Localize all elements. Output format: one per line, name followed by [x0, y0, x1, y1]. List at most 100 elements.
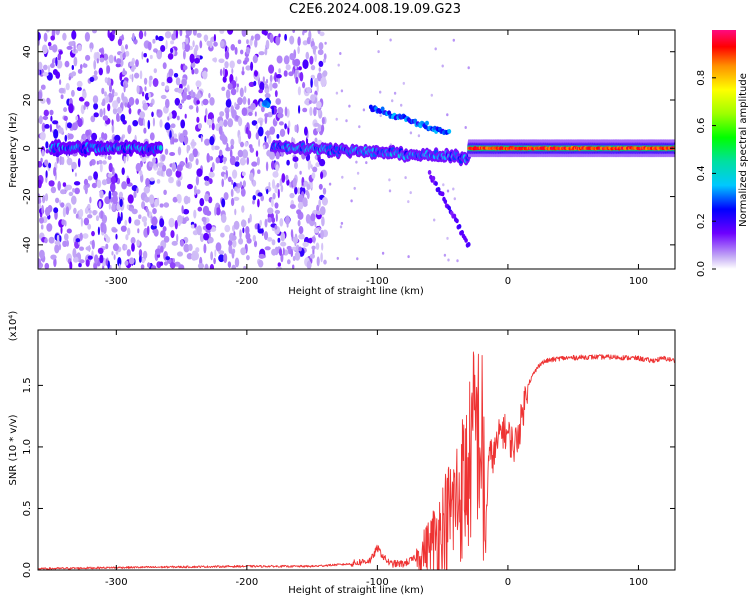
- noise-mark: [126, 204, 130, 210]
- noise-mark: [42, 115, 49, 120]
- noise-mark: [288, 120, 291, 129]
- noise-mark: [113, 92, 118, 97]
- noise-mark: [109, 83, 112, 93]
- noise-mark: [117, 38, 123, 46]
- noise-mark: [234, 161, 240, 167]
- spectrogram-x-axis: -300 -200 -100 0 100: [105, 30, 648, 287]
- noise-mark: [58, 243, 62, 251]
- noise-mark: [294, 161, 298, 170]
- noise-mark: [128, 257, 135, 265]
- spectrogram-y-label: Frequency (Hz): [8, 112, 19, 188]
- noise-mark: [356, 171, 360, 175]
- noise-mark: [110, 182, 116, 193]
- noise-mark: [271, 198, 274, 208]
- noise-mark: [259, 219, 263, 226]
- noise-mark: [120, 114, 126, 122]
- noise-mark: [214, 249, 217, 257]
- noise-mark: [191, 69, 195, 75]
- noise-mark: [156, 179, 161, 184]
- noise-mark: [230, 197, 235, 207]
- noise-mark: [165, 40, 168, 50]
- noise-mark: [407, 200, 410, 204]
- noise-mark: [203, 34, 209, 42]
- noise-mark: [261, 30, 267, 35]
- noise-mark: [186, 144, 189, 154]
- noise-mark: [39, 249, 45, 259]
- noise-mark: [143, 53, 147, 58]
- x-tick-label: 0: [505, 276, 511, 287]
- noise-mark: [143, 118, 146, 127]
- noise-mark: [177, 215, 183, 225]
- noise-mark: [104, 233, 108, 239]
- noise-mark: [223, 119, 228, 127]
- noise-mark: [171, 162, 177, 172]
- noise-mark: [389, 38, 392, 42]
- noise-mark: [159, 218, 165, 228]
- noise-mark: [152, 229, 157, 234]
- noise-mark: [189, 53, 195, 64]
- noise-mark: [278, 121, 284, 126]
- noise-mark: [297, 194, 304, 204]
- noise-mark: [248, 144, 253, 149]
- noise-mark: [269, 33, 274, 44]
- noise-mark: [168, 112, 173, 120]
- noise-mark: [92, 30, 97, 34]
- noise-mark: [310, 77, 313, 88]
- noise-mark: [91, 230, 95, 237]
- noise-mark: [111, 119, 114, 126]
- noise-mark: [291, 68, 295, 75]
- noise-mark: [298, 233, 305, 240]
- noise-mark: [175, 30, 178, 39]
- noise-mark: [95, 215, 100, 222]
- noise-mark: [83, 217, 90, 226]
- noise-mark: [97, 226, 100, 236]
- noise-mark: [94, 254, 99, 264]
- noise-mark: [40, 224, 44, 230]
- noise-mark: [149, 177, 155, 182]
- noise-mark: [139, 170, 143, 177]
- noise-mark: [223, 192, 229, 201]
- noise-mark: [138, 214, 142, 219]
- noise-mark: [190, 89, 194, 97]
- noise-mark: [296, 124, 299, 134]
- noise-mark: [238, 238, 244, 245]
- noise-mark: [160, 245, 164, 253]
- noise-mark: [141, 51, 144, 60]
- noise-mark: [82, 63, 88, 68]
- noise-mark: [239, 181, 243, 188]
- noise-mark: [309, 55, 314, 65]
- noise-mark: [223, 173, 227, 181]
- noise-mark: [302, 241, 309, 247]
- noise-mark: [101, 132, 105, 139]
- noise-mark: [82, 90, 87, 99]
- page-title: C2E6.2024.008.19.09.G23: [288, 2, 462, 17]
- noise-mark: [64, 134, 68, 142]
- noise-mark: [55, 56, 58, 67]
- branch-mark: [443, 199, 448, 205]
- noise-mark: [127, 194, 134, 204]
- noise-mark: [269, 126, 276, 135]
- noise-mark: [211, 162, 215, 172]
- noise-mark: [249, 172, 254, 182]
- noise-mark: [144, 86, 147, 92]
- noise-mark: [292, 177, 297, 188]
- noise-mark: [176, 164, 183, 172]
- noise-mark: [381, 251, 385, 255]
- noise-mark: [318, 42, 324, 51]
- noise-mark: [51, 44, 58, 53]
- noise-mark: [278, 248, 283, 256]
- noise-mark: [323, 53, 327, 60]
- noise-mark: [182, 42, 185, 50]
- noise-mark: [220, 232, 225, 238]
- x-tick-label: -100: [366, 276, 389, 287]
- noise-mark: [93, 103, 99, 110]
- noise-mark: [116, 107, 123, 114]
- noise-mark: [188, 153, 194, 162]
- noise-mark: [116, 216, 122, 225]
- noise-mark: [292, 264, 295, 269]
- noise-mark: [186, 84, 190, 93]
- noise-mark: [41, 44, 48, 55]
- noise-mark: [74, 172, 77, 177]
- noise-mark: [64, 60, 70, 68]
- noise-mark: [147, 41, 152, 51]
